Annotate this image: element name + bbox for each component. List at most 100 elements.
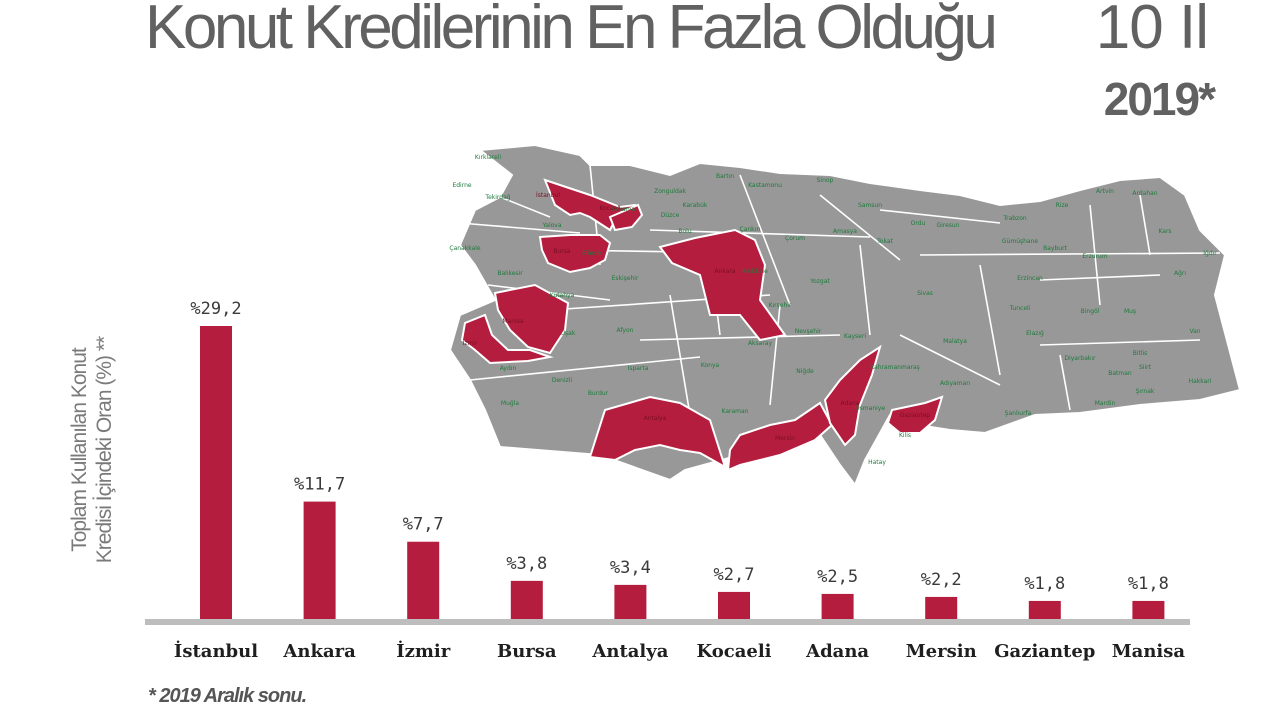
map-label-56: Ağrı: [1174, 270, 1186, 277]
map-highlight-gaziantep: [886, 395, 944, 434]
map-label-81: Hatay: [868, 459, 886, 466]
map-label-13: Eskişehir: [612, 275, 639, 282]
map-label-22: Isparta: [628, 365, 649, 372]
map-label-8: Çanakkale: [449, 245, 481, 252]
chart-title: Konut Kredilerinin En Fazla Olduğu: [145, 0, 998, 62]
map-label-63: Elazığ: [1026, 330, 1044, 337]
category-label-8: Mersin: [906, 641, 977, 662]
map-label-44: Tokat: [876, 238, 893, 245]
map-highlight-adana: [823, 344, 882, 447]
map-label-78: Mersin: [775, 435, 795, 442]
map-label-11: Balıkesir: [497, 270, 523, 277]
map-label-14: Manisa: [502, 318, 523, 325]
map-label-55: Iğdır: [1203, 250, 1217, 257]
map-highlight-ankara: [658, 228, 787, 342]
category-label-10: Manisa: [1112, 641, 1186, 662]
map-label-77: Adana: [841, 400, 860, 407]
map-label-50: Rize: [1056, 202, 1069, 209]
map-label-51: Artvin: [1096, 188, 1114, 195]
map-label-34: Kırşehir: [769, 302, 792, 309]
map-highlight-manisa: [493, 283, 570, 355]
category-label-4: Bursa: [497, 641, 557, 662]
map-label-4: İstanbul: [536, 192, 560, 199]
chart-title-count: 10 İl: [1095, 0, 1209, 62]
map-label-38: Niğde: [796, 368, 814, 375]
map-label-53: Kars: [1158, 228, 1171, 235]
chart-year: 2019*: [1103, 73, 1216, 125]
value-label-8: %2,2: [921, 570, 962, 590]
value-label-1: %29,2: [190, 299, 241, 319]
map-label-7: Yalova: [541, 222, 561, 229]
bar-3: [407, 541, 440, 619]
map-label-74: Mardin: [1095, 400, 1116, 407]
map-label-66: Kahramanmaraş: [870, 364, 920, 371]
map-label-54: Erzurum: [1082, 253, 1107, 260]
category-label-3: İzmir: [396, 639, 451, 662]
map-label-40: Yozgat: [809, 278, 830, 285]
map-label-65: Kayseri: [844, 333, 866, 340]
map-highlight-izmir: [460, 313, 554, 365]
bar-2: [303, 501, 336, 619]
map-label-62: Van: [1189, 328, 1200, 335]
map-label-42: Amasya: [833, 228, 857, 235]
value-label-3: %7,7: [403, 515, 444, 535]
value-label-7: %2,5: [817, 567, 858, 587]
map-label-29: Düzce: [661, 212, 680, 219]
bar-6: [718, 591, 750, 619]
value-label-5: %3,4: [610, 558, 651, 578]
map-highlight-antalya: [588, 395, 727, 470]
map-label-67: Adıyaman: [940, 380, 970, 387]
map-label-71: Siirt: [1139, 364, 1152, 371]
map-label-33: Kırıkkale: [742, 268, 768, 275]
map-label-6: Sakarya: [611, 206, 636, 213]
map-label-1: Kırklareli: [475, 154, 502, 161]
map-highlight-bursa: [538, 234, 612, 274]
map-label-30: Bolu: [678, 228, 691, 235]
category-label-9: Gaziantep: [994, 641, 1095, 662]
map-label-80: Kilis: [899, 432, 911, 439]
map-label-79: Gaziantep: [900, 412, 931, 419]
map-label-69: Batman: [1108, 370, 1132, 377]
map-label-61: Muş: [1124, 308, 1136, 315]
map-label-73: Şırnak: [1136, 388, 1155, 395]
map-label-35: Konya: [701, 362, 720, 369]
map-label-59: Tunceli: [1009, 305, 1031, 312]
map-highlight-kocaeli: [608, 203, 644, 232]
map-label-47: Trabzon: [1002, 215, 1027, 222]
map-label-41: Çorum: [785, 235, 805, 242]
map-label-43: Samsun: [858, 202, 882, 209]
map-label-26: Karabük: [683, 202, 708, 209]
map-label-2: Edirne: [452, 182, 471, 189]
map-label-72: Hakkari: [1189, 378, 1212, 385]
value-label-4: %3,8: [506, 554, 547, 574]
bar-8: [925, 596, 958, 619]
map-highlight-mersin: [726, 401, 834, 472]
map-label-3: Tekirdağ: [484, 194, 510, 201]
map-label-28: Sinop: [817, 177, 834, 184]
bar-5: [614, 584, 647, 619]
map-label-19: Denizli: [552, 377, 573, 384]
category-label-7: Adana: [805, 641, 869, 662]
map-label-23: Antalya: [644, 415, 667, 422]
map-label-49: Bayburt: [1043, 245, 1067, 252]
map-label-20: Muğla: [501, 400, 519, 407]
map-label-68: Diyarbakır: [1064, 355, 1096, 362]
bar-1: [200, 326, 232, 619]
map-label-10: Bilecik: [582, 250, 602, 257]
map-label-39: Nevşehir: [795, 328, 822, 335]
map-label-17: Afyon: [617, 327, 634, 334]
bar-10: [1132, 600, 1165, 619]
map-label-45: Ordu: [911, 220, 926, 227]
value-label-9: %1,8: [1024, 574, 1065, 594]
map-label-48: Gümüşhane: [1002, 238, 1039, 245]
category-label-1: İstanbul: [174, 639, 258, 662]
map-label-32: Ankara: [714, 268, 735, 275]
map-label-57: Erzincan: [1017, 275, 1043, 282]
category-label-2: Ankara: [282, 641, 356, 662]
value-label-10: %1,8: [1128, 574, 1169, 594]
bar-4: [510, 580, 543, 619]
map-label-36: Karaman: [722, 408, 749, 415]
map-label-21: Burdur: [588, 390, 609, 397]
